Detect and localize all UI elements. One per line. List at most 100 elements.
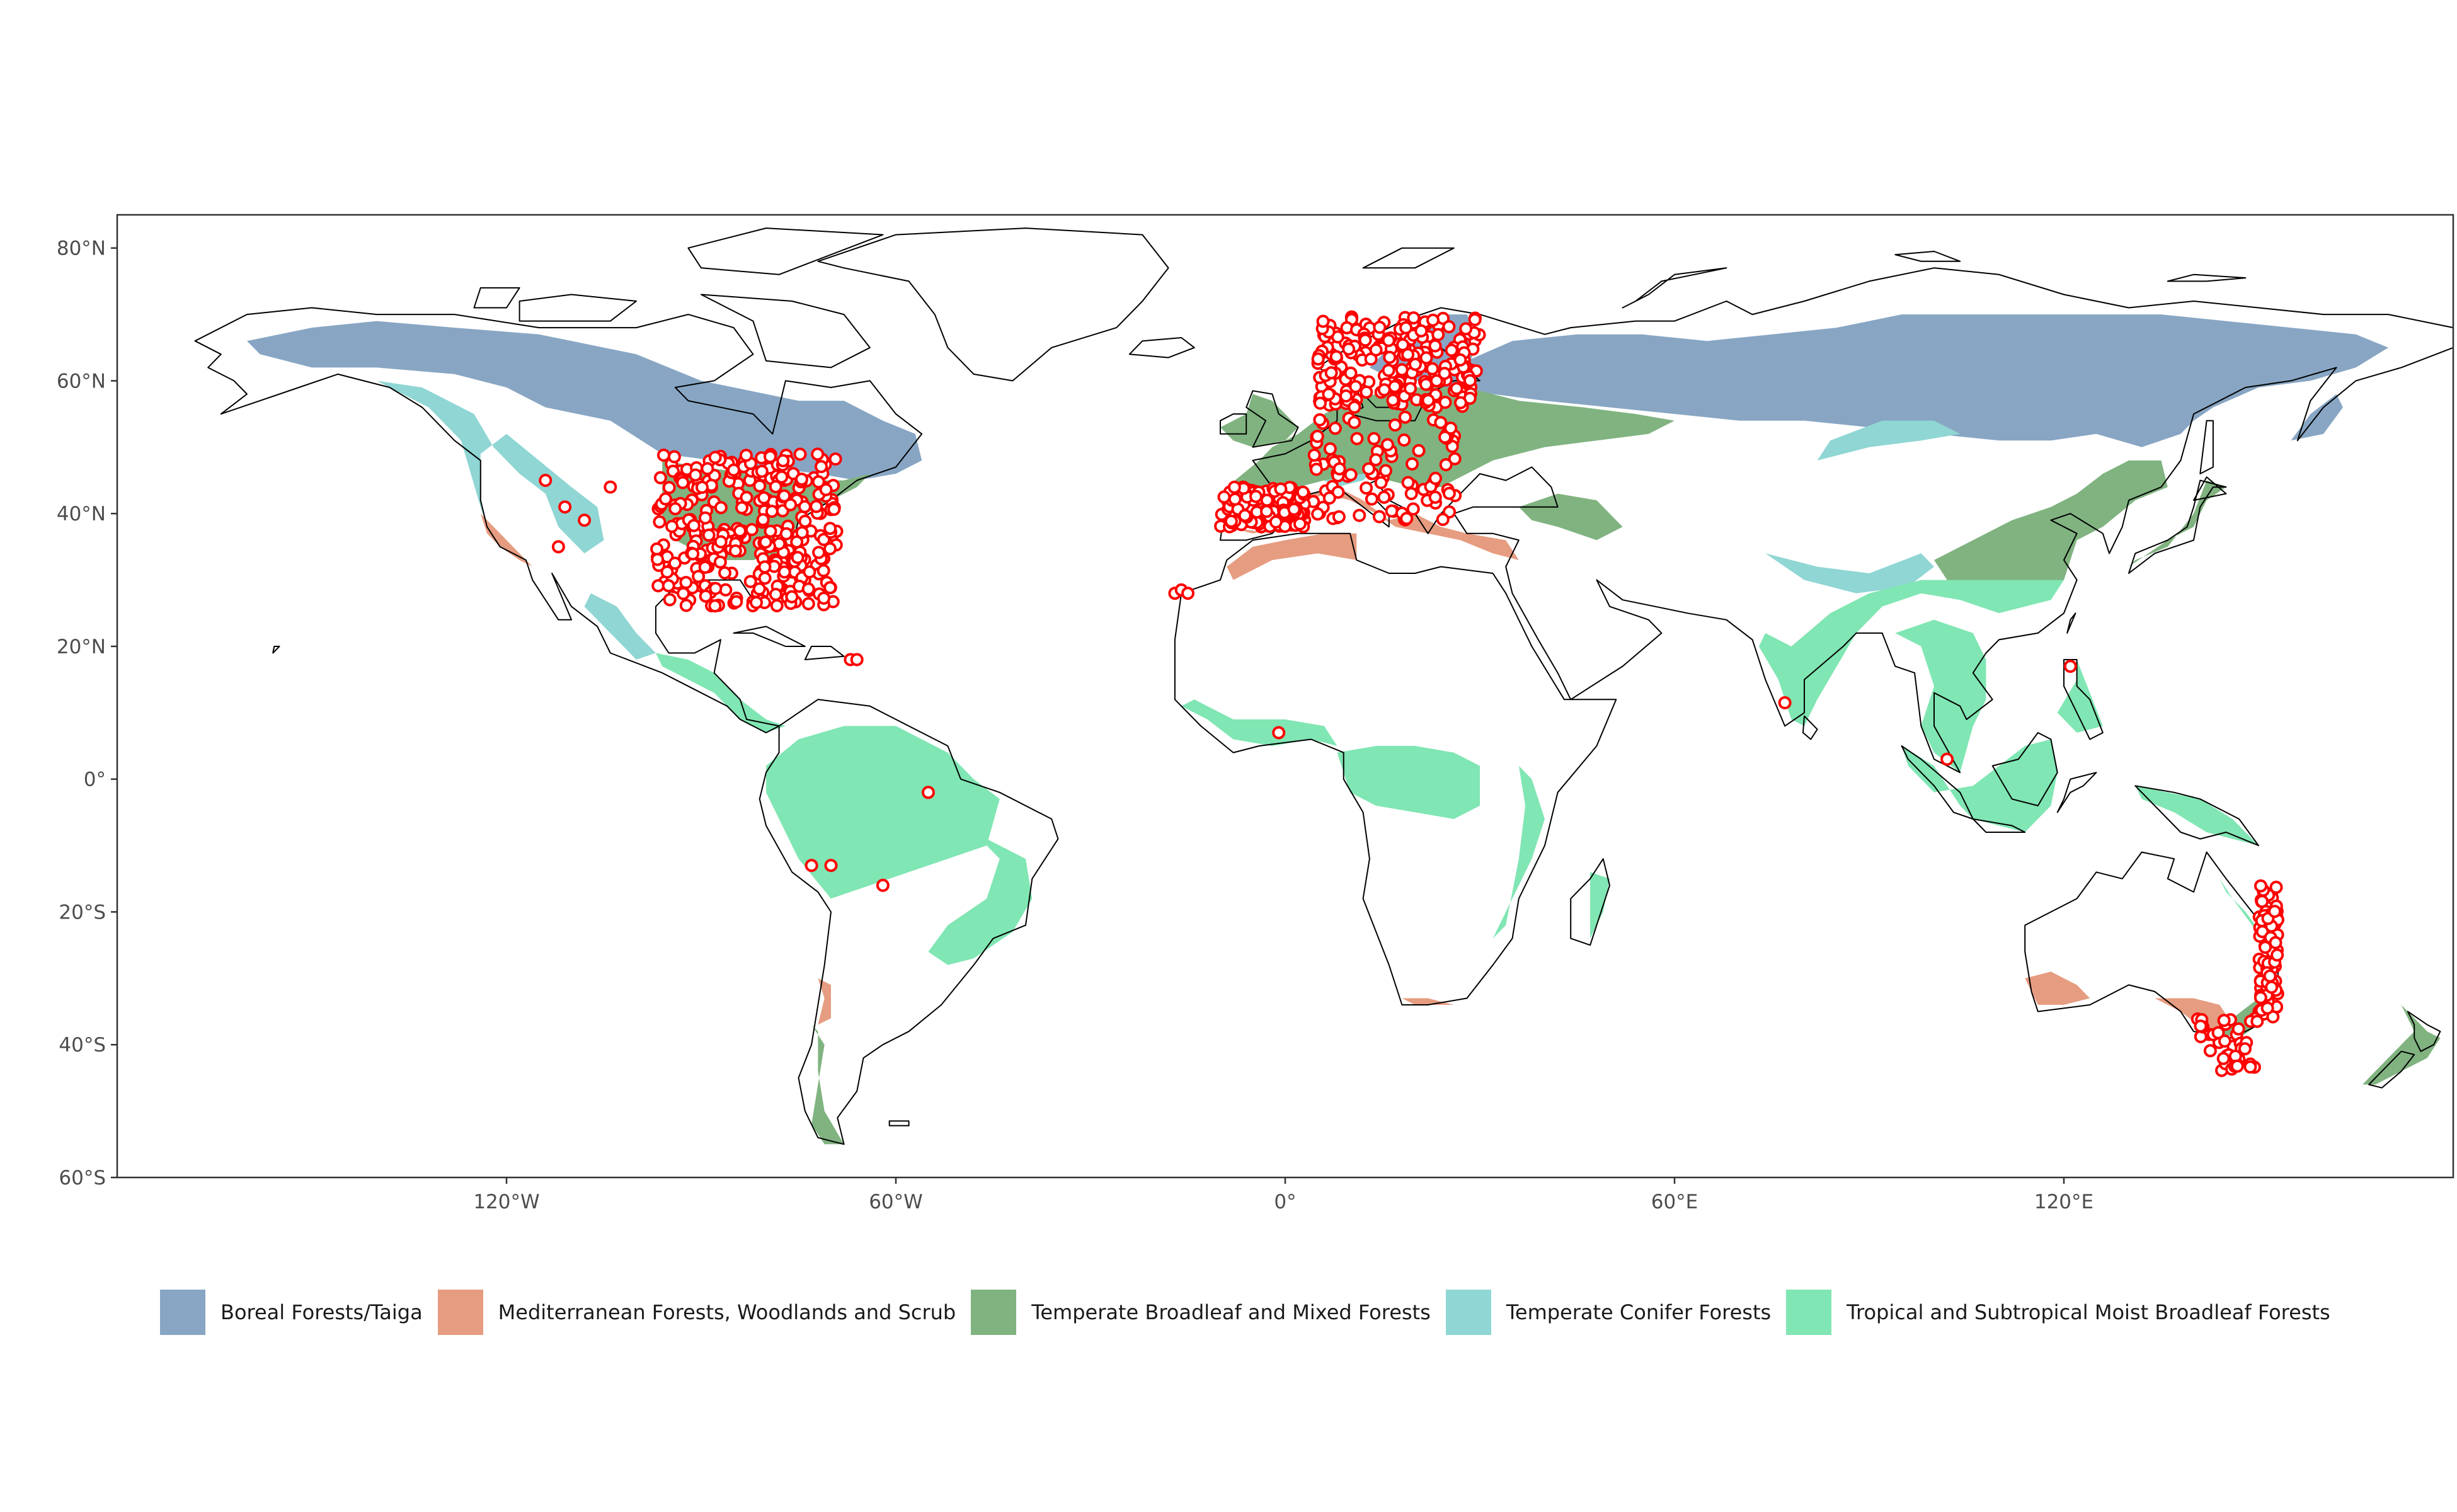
occurrence-point	[1360, 385, 1373, 399]
sumatra-outline	[1901, 745, 1974, 820]
hokkaido-outline	[2193, 476, 2227, 501]
legend-swatch	[437, 1290, 483, 1335]
occurrence-point	[811, 447, 825, 461]
legend-label: Temperate Conifer Forests	[1506, 1300, 1772, 1324]
occurrence-point	[777, 565, 791, 579]
victoria-island-outline	[518, 294, 637, 322]
occurrence-point	[793, 447, 807, 461]
occurrence-point	[727, 463, 740, 477]
new-zealand-south-outline	[2368, 1050, 2415, 1089]
broadleaf-caucasus	[1518, 493, 1623, 541]
legend-label: Tropical and Subtropical Moist Broadleaf…	[1847, 1300, 2330, 1324]
x-tick-label: 0°	[1274, 1191, 1296, 1213]
occurrence-point	[2269, 936, 2282, 949]
occurrence-point	[1344, 468, 1358, 481]
occurrence-point	[730, 595, 743, 609]
occurrence-point	[1385, 504, 1399, 518]
occurrence-point	[677, 587, 690, 600]
occurrence-point	[1412, 444, 1426, 457]
occurrence-point	[701, 462, 714, 476]
occurrence-point	[650, 542, 664, 556]
occurrence-point	[1373, 321, 1387, 334]
hawaii-outline	[272, 646, 280, 654]
broadleaf-new-zealand	[2362, 1005, 2441, 1085]
occurrence-point	[1409, 357, 1422, 371]
occurrence-point	[1400, 512, 1414, 525]
x-tick-label: 60°W	[869, 1191, 923, 1213]
occurrence-point	[2231, 1022, 2245, 1036]
boreal-kamchatka	[2291, 394, 2343, 441]
occurrence-point	[1419, 351, 1433, 365]
occurrence-point	[1272, 726, 1286, 740]
sakhalin-outline	[2199, 420, 2214, 474]
conifer-himalaya	[1765, 553, 1934, 593]
occurrence-point	[604, 480, 617, 494]
tropical-philippines	[2057, 660, 2103, 733]
occurrence-point	[1287, 502, 1301, 516]
occurrence-point	[824, 859, 838, 873]
occurrence-point	[2255, 895, 2269, 908]
broadleaf-china	[1934, 460, 2168, 600]
boreal-north-america	[247, 321, 922, 481]
new-guinea-outline	[2134, 785, 2259, 847]
sulawesi-outline	[2056, 772, 2097, 813]
occurrence-point	[2230, 1059, 2244, 1073]
conifer-mexico	[584, 593, 656, 660]
occurrence-point	[679, 576, 693, 590]
baffin-island-outline	[701, 294, 871, 369]
occurrence-point	[1360, 481, 1373, 495]
occurrence-point	[1431, 328, 1445, 341]
occurrence-point	[1380, 438, 1394, 452]
occurrence-point	[692, 570, 706, 583]
occurrence-point	[1438, 430, 1452, 444]
occurrence-point	[770, 598, 784, 612]
occurrence-point	[2250, 1014, 2264, 1028]
occurrence-point	[776, 454, 790, 467]
occurrence-point	[823, 542, 837, 556]
occurrence-point	[1342, 342, 1356, 356]
madagascar-outline	[1570, 858, 1610, 946]
cuba-outline	[733, 626, 806, 647]
occurrence-point	[1407, 311, 1421, 325]
occurrence-points-layer	[539, 310, 2284, 1077]
mediterranean-sw-australia	[2025, 971, 2090, 1005]
occurrence-point	[1348, 416, 1361, 429]
occurrence-point	[757, 491, 771, 505]
occurrence-point	[2254, 879, 2267, 893]
occurrence-point	[733, 524, 747, 538]
occurrence-point	[922, 786, 935, 799]
occurrence-point	[1399, 321, 1413, 335]
occurrence-point	[699, 589, 713, 603]
occurrence-point	[1358, 333, 1372, 347]
occurrence-point	[850, 653, 864, 667]
svalbard-outline	[1362, 247, 1455, 269]
broadleaf-chile	[811, 1024, 844, 1145]
occurrence-point	[539, 474, 553, 487]
ireland-outline	[1220, 413, 1247, 435]
occurrence-point	[1316, 314, 1330, 328]
occurrence-point	[668, 502, 682, 515]
occurrence-point	[735, 501, 748, 515]
occurrence-point	[758, 571, 772, 585]
occurrence-point	[668, 556, 682, 570]
occurrence-point	[657, 449, 670, 462]
occurrence-point	[1274, 482, 1288, 496]
occurrence-point	[687, 518, 701, 532]
occurrence-point	[827, 502, 841, 516]
occurrence-point	[1442, 486, 1456, 500]
legend-swatch	[1786, 1290, 1832, 1335]
occurrence-point	[1348, 400, 1361, 414]
legend-swatch	[160, 1290, 205, 1335]
occurrence-point	[1313, 413, 1327, 427]
tropical-central-america	[655, 653, 786, 733]
occurrence-point	[2211, 1026, 2225, 1040]
occurrence-point	[1397, 433, 1411, 447]
occurrence-point	[676, 476, 690, 490]
occurrence-point	[1386, 393, 1400, 407]
occurrence-point	[1940, 752, 1954, 766]
occurrence-point	[803, 565, 816, 579]
occurrence-point	[1249, 490, 1263, 503]
occurrence-point	[801, 582, 815, 596]
occurrence-point	[1310, 430, 1324, 444]
